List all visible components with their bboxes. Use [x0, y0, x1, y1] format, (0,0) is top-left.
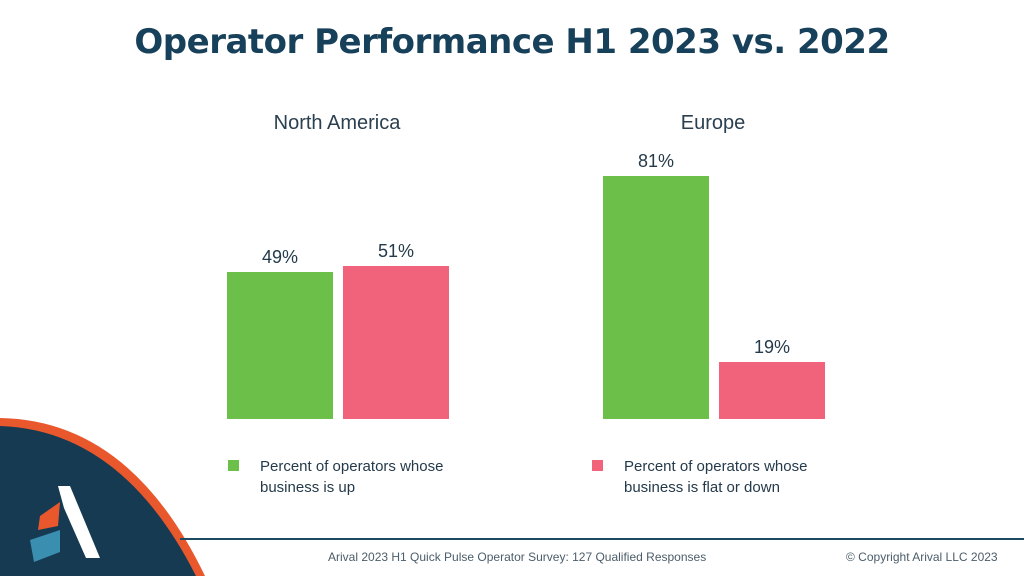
footer-source: Arival 2023 H1 Quick Pulse Operator Surv… — [328, 550, 707, 564]
footer-copyright: © Copyright Arival LLC 2023 — [846, 550, 998, 564]
data-label-europe-up: 81% — [638, 151, 674, 171]
legend-swatch-down — [592, 460, 603, 471]
legend-item-up: Percent of operators whose business is u… — [228, 456, 508, 500]
bar-north-america-up — [227, 272, 333, 419]
arival-logo-icon — [0, 418, 205, 576]
legend-label-down: Percent of operators whose business is f… — [624, 458, 808, 496]
bar-europe-up — [603, 176, 709, 419]
data-label-europe-down: 19% — [754, 337, 790, 357]
legend-swatch-up — [228, 460, 239, 471]
data-label-north-america-up: 49% — [262, 247, 298, 267]
bar-north-america-down — [343, 266, 449, 419]
chart-title-north-america: North America — [274, 112, 402, 134]
legend-item-down: Percent of operators whose business is f… — [592, 456, 872, 500]
page-title: Operator Performance H1 2023 vs. 2022 — [134, 22, 890, 62]
data-label-north-america-down: 51% — [378, 241, 414, 261]
bar-europe-down — [719, 362, 825, 419]
chart-title-europe: Europe — [681, 112, 746, 134]
legend-label-up: Percent of operators whose business is u… — [260, 458, 444, 496]
footer-divider — [180, 538, 1024, 540]
